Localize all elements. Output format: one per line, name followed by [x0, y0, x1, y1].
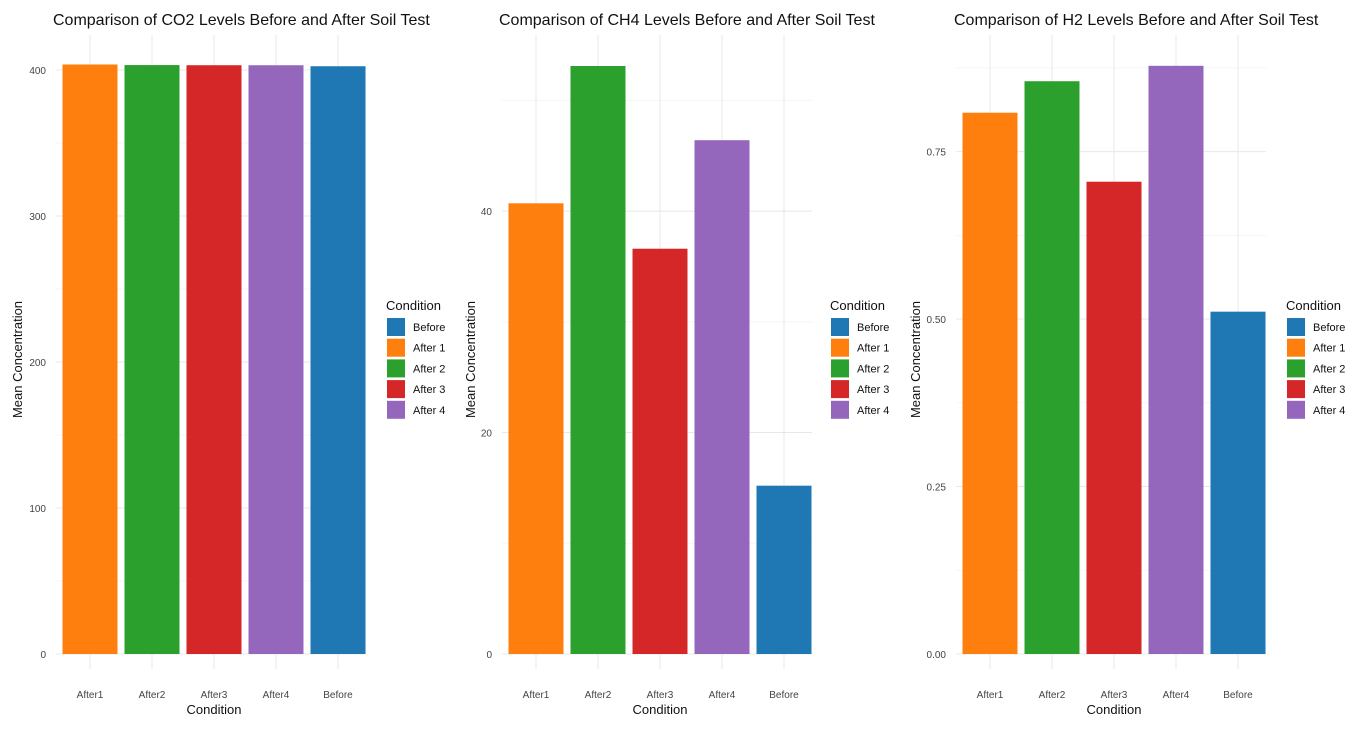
- x-axis-title: Condition: [187, 702, 242, 717]
- bar-after1: [962, 112, 1018, 654]
- x-tick-label: After4: [709, 690, 736, 701]
- legend-swatch: [1287, 380, 1305, 399]
- y-tick-label: 0.25: [927, 483, 947, 494]
- bar-after3: [632, 248, 688, 654]
- legend-label: After 3: [857, 384, 889, 396]
- bar-after4: [694, 140, 750, 654]
- legend-swatch: [831, 338, 849, 357]
- legend-label: After 1: [857, 343, 889, 355]
- legend-title: Condition: [386, 298, 441, 313]
- x-tick-label: After1: [977, 690, 1004, 701]
- y-tick-label: 300: [29, 212, 46, 223]
- y-axis-title: Mean Concentration: [908, 301, 923, 418]
- legend-swatch: [387, 318, 405, 336]
- legend: Condition Before After 1 After 2 After 3 Afte…: [1286, 298, 1345, 419]
- chart-panel-1: 0 100 200 300 400 After1 After2 After3 After4 Bef…: [10, 12, 445, 717]
- legend-label: After 4: [413, 405, 445, 417]
- y-tick-label: 0: [486, 650, 492, 661]
- y-tick-label: 0.50: [927, 315, 947, 326]
- x-tick-label: Before: [769, 690, 799, 701]
- y-tick-label: 400: [29, 66, 46, 77]
- x-tick-label: After3: [1101, 690, 1128, 701]
- legend-label: After 3: [1313, 384, 1345, 396]
- legend-swatch: [1287, 400, 1305, 419]
- legend-swatch: [387, 400, 405, 419]
- y-tick-label: 0.00: [927, 650, 947, 661]
- bar-after2: [570, 66, 626, 654]
- x-tick-label: After1: [523, 690, 550, 701]
- x-tick-label: After2: [139, 690, 166, 701]
- x-tick-label: After3: [201, 690, 228, 701]
- y-axis-title: Mean Concentration: [10, 301, 25, 418]
- legend-label: After 2: [857, 363, 889, 375]
- legend-swatch: [387, 359, 405, 378]
- bar-before: [756, 485, 812, 654]
- x-axis-title: Condition: [1087, 702, 1142, 717]
- legend-label: Before: [413, 322, 445, 334]
- legend-swatch: [831, 359, 849, 378]
- legend-label: After 4: [857, 405, 889, 417]
- bar-after1: [62, 64, 118, 654]
- legend-swatch: [1287, 318, 1305, 336]
- chart-panel-2: 0 20 40 After1 After2 After3 After4 Before Compa…: [463, 12, 889, 717]
- legend: Condition Before After 1 After 2 After 3 Afte…: [386, 298, 445, 419]
- legend-swatch: [1287, 359, 1305, 378]
- chart-title: Comparison of H2 Levels Before and After…: [954, 12, 1319, 29]
- legend-title: Condition: [1286, 298, 1341, 313]
- bar-after1: [508, 203, 564, 654]
- bar-after3: [1086, 181, 1142, 654]
- legend-swatch: [387, 338, 405, 357]
- bar-before: [310, 66, 366, 654]
- legend-title: Condition: [830, 298, 885, 313]
- chart-panel-3: 0.00 0.25 0.50 0.75 After1 After2 After3 After4…: [908, 12, 1345, 717]
- x-tick-label: Before: [323, 690, 353, 701]
- legend-label: After 2: [1313, 363, 1345, 375]
- legend-swatch: [1287, 338, 1305, 357]
- bar-after4: [248, 65, 304, 655]
- legend-swatch: [831, 318, 849, 336]
- legend: Condition Before After 1 After 2 After 3 Afte…: [830, 298, 889, 419]
- legend-label: After 1: [413, 343, 445, 355]
- legend-label: After 4: [1313, 405, 1345, 417]
- legend-label: After 2: [413, 363, 445, 375]
- y-tick-label: 0: [40, 650, 46, 661]
- y-tick-label: 100: [29, 504, 46, 515]
- chart-title: Comparison of CO2 Levels Before and Afte…: [53, 12, 430, 29]
- x-tick-label: After2: [585, 690, 612, 701]
- legend-label: Before: [857, 322, 889, 334]
- bar-before: [1210, 311, 1266, 654]
- legend-label: After 1: [1313, 343, 1345, 355]
- chart-title: Comparison of CH4 Levels Before and Afte…: [499, 12, 875, 29]
- legend-label: Before: [1313, 322, 1345, 334]
- x-tick-label: After4: [1163, 690, 1190, 701]
- y-tick-label: 20: [481, 429, 493, 440]
- bar-after4: [1148, 65, 1204, 654]
- y-tick-label: 40: [481, 207, 493, 218]
- bar-after3: [186, 65, 242, 655]
- bar-after2: [1024, 81, 1080, 655]
- legend-swatch: [831, 380, 849, 399]
- x-axis-title: Condition: [633, 702, 688, 717]
- legend-swatch: [831, 400, 849, 419]
- y-tick-label: 200: [29, 358, 46, 369]
- x-tick-label: Before: [1223, 690, 1253, 701]
- legend-label: After 3: [413, 384, 445, 396]
- x-tick-label: After4: [263, 690, 290, 701]
- x-tick-label: After2: [1039, 690, 1066, 701]
- x-tick-label: After3: [647, 690, 674, 701]
- x-tick-label: After1: [77, 690, 104, 701]
- y-tick-label: 0.75: [927, 148, 947, 159]
- bar-after2: [124, 65, 180, 655]
- legend-swatch: [387, 380, 405, 399]
- y-axis-title: Mean Concentration: [463, 301, 478, 418]
